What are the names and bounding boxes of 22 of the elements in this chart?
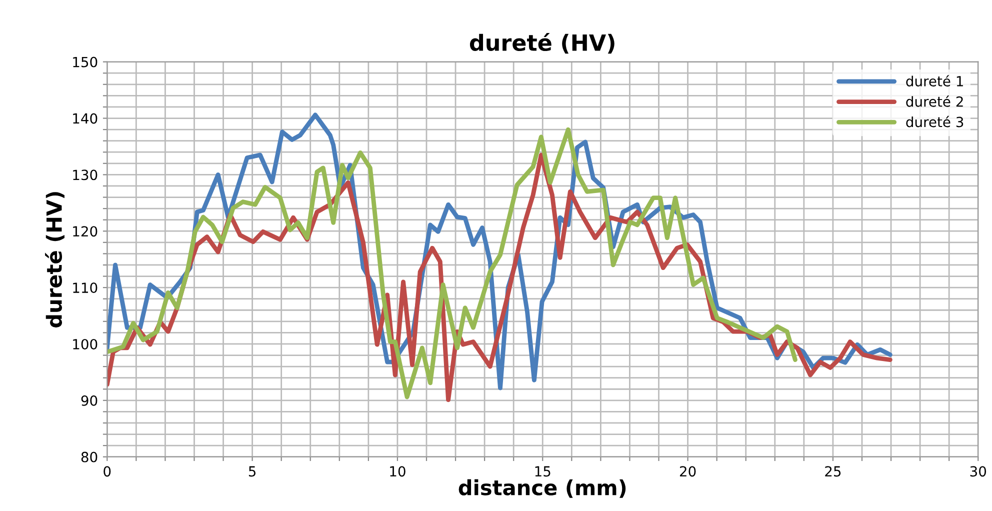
x-tick-label: 0 [104, 466, 111, 477]
y-tick-label: 140 [73, 113, 98, 124]
y-tick-label: 110 [73, 282, 98, 294]
legend-label: dureté 2 [906, 96, 963, 107]
y-tick-label: 100 [73, 338, 98, 350]
y-tick-label: 90 [81, 395, 98, 406]
legend-label: dureté 3 [906, 116, 964, 128]
x-axis-title: distance (mm) [458, 479, 626, 498]
y-tick-label: 150 [73, 56, 98, 68]
legend-label: dureté 1 [906, 75, 963, 86]
x-tick-label: 25 [825, 466, 841, 477]
x-tick-label: 20 [680, 466, 696, 477]
y-axis-title: dureté (HV) [45, 192, 64, 328]
line-series [107, 127, 798, 400]
x-tick-label: 30 [970, 466, 986, 477]
x-tick-label: 15 [535, 466, 550, 477]
y-tick-label: 120 [73, 226, 98, 237]
chart-title: dureté (HV) [470, 32, 614, 54]
y-tick-label: 80 [81, 452, 98, 462]
y-tick-label: 130 [73, 170, 98, 180]
x-tick-label: 5 [248, 466, 256, 477]
x-tick-label: 10 [390, 466, 406, 477]
